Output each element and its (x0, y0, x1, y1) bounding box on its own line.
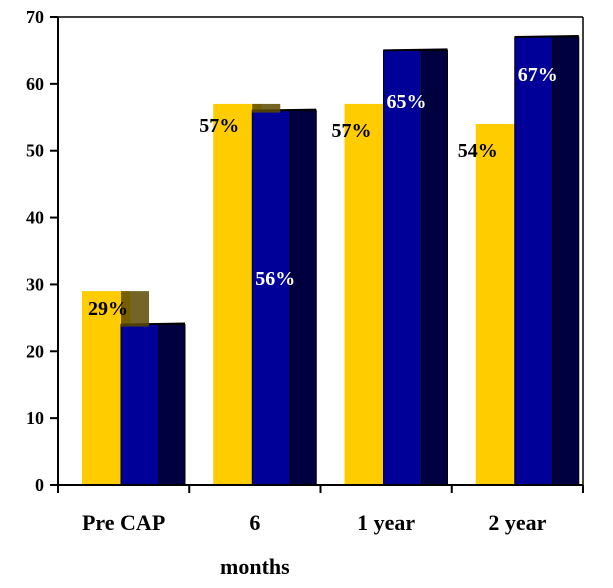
bar-series2-top-2 (383, 48, 448, 52)
data-label-series1-3: 54% (458, 140, 498, 162)
x-category-label: 2 year (488, 510, 546, 535)
bar-series1-shade-1 (252, 103, 281, 113)
y-tick-label: 0 (35, 475, 44, 495)
bars-layer (82, 35, 580, 486)
bar-series1-0 (82, 291, 120, 485)
data-label-series1-1: 57% (199, 115, 239, 137)
bar-series1-1 (213, 103, 252, 486)
y-tick-label: 70 (26, 7, 44, 27)
data-label-series2-3: 67% (518, 64, 558, 86)
bar-series2-side-3 (552, 36, 580, 486)
bar-series2-2 (383, 49, 422, 486)
x-category-label: Pre CAP (82, 510, 165, 535)
labels-layer: Pre CAP 6 months 1 year 2 year 29% 24% 57% 56% 57… (82, 64, 558, 579)
y-tick-label: 20 (26, 341, 44, 361)
bar-series2-side-1 (289, 110, 317, 486)
data-label-series2-1: 56% (255, 268, 295, 290)
y-tick-label: 30 (26, 274, 44, 294)
axes-layer: 0 10 20 30 40 50 60 70 (26, 7, 584, 495)
bar-series2-3 (514, 36, 554, 486)
x-category-label: 1 year (357, 510, 415, 535)
bar-series1-3 (475, 123, 514, 485)
bar-series2-top-3 (514, 35, 579, 39)
y-tick-label: 50 (26, 141, 44, 161)
bar-series2-1 (251, 110, 291, 486)
data-label-series2-2: 65% (387, 91, 427, 113)
bar-series2-0 (120, 324, 160, 486)
y-tick-label: 10 (26, 408, 44, 428)
bar-series2-side-2 (421, 49, 448, 486)
y-tick-label: 60 (26, 74, 44, 94)
data-label-series2-0: 24% (114, 66, 154, 88)
bar-series2-side-0 (158, 324, 186, 486)
data-label-series1-0: 29% (88, 298, 128, 320)
bar-series1-2 (344, 103, 383, 486)
x-category-label: 6 months (220, 510, 290, 579)
data-label-series1-2: 57% (332, 120, 372, 142)
bar-series1-shade-0 (121, 291, 149, 327)
y-tick-label: 40 (26, 208, 44, 228)
